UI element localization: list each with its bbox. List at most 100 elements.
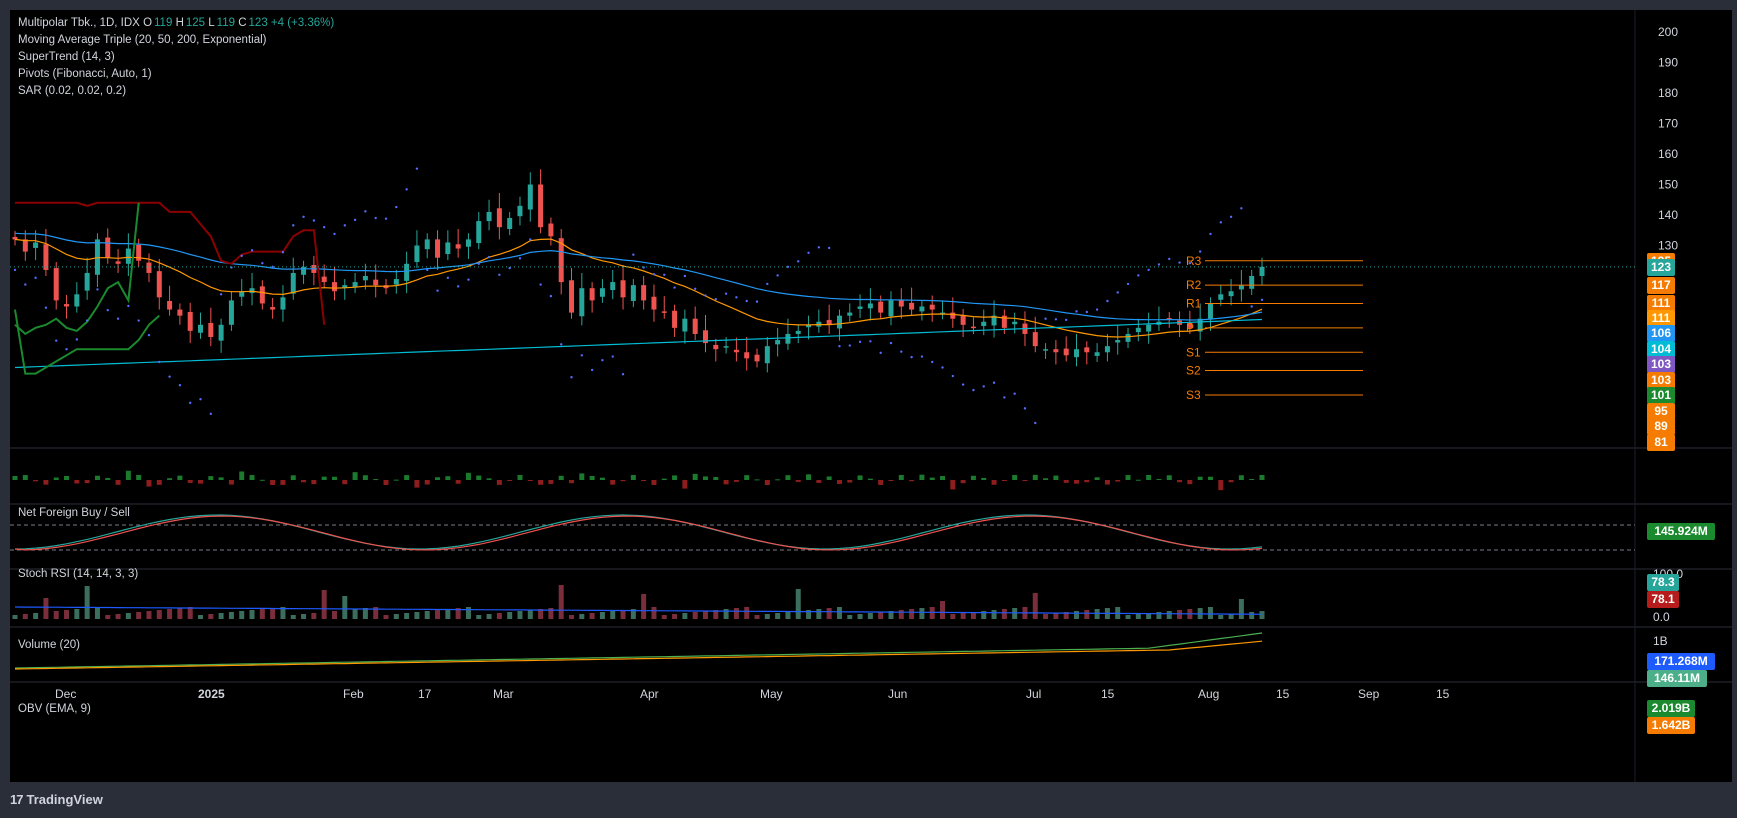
obv-line (14, 632, 1263, 669)
candle-body (290, 272, 296, 294)
foreign-bar (1197, 476, 1203, 480)
price-badge: 81 (1647, 433, 1675, 451)
foreign-bar (816, 480, 822, 483)
foreign-pane-title[interactable]: Net Foreign Buy / Sell (18, 507, 130, 519)
chart-frame: 200 190 180 170 160 150 140 130 Dec 2025 Feb 17 Mar A… (10, 10, 1732, 782)
sar-dot (735, 296, 738, 299)
price-chart[interactable]: 200 190 180 170 160 150 140 130 Dec 2025 Feb 17 Mar A… (10, 10, 1732, 782)
price-badge: 111 (1647, 295, 1675, 313)
candle-body (558, 238, 564, 283)
candle-body (115, 261, 121, 264)
volume-bar (33, 613, 39, 619)
candle-body (1135, 327, 1141, 333)
volume-pane-title[interactable]: Volume (20) (18, 639, 81, 651)
foreign-bar (496, 480, 502, 485)
sar-dot (24, 283, 27, 286)
foreign-bar (733, 480, 739, 482)
foreign-bar (661, 478, 667, 480)
pivot-label-P: P (1186, 321, 1194, 335)
foreign-bar (795, 480, 801, 482)
sar-dot (34, 276, 37, 280)
price-badge: 111 (1647, 310, 1675, 328)
foreign-bar (723, 480, 729, 485)
sar-dot (147, 333, 151, 337)
volume-bar (1177, 610, 1183, 619)
volume-bar (115, 614, 121, 619)
sar-dot (858, 340, 862, 344)
obv-ema-line (14, 640, 1263, 670)
sar-dot (972, 388, 975, 392)
volume-bar (1043, 614, 1049, 619)
candle-body (362, 276, 368, 281)
foreign-bar (806, 474, 812, 480)
candle-body (836, 315, 842, 329)
volume-bar (311, 613, 317, 619)
indicator-ema-triple[interactable]: Moving Average Triple (20, 50, 200, Expo… (18, 34, 267, 46)
sar-dot (1198, 250, 1202, 253)
price-badge: 123 (1647, 258, 1675, 276)
sar-dot (786, 265, 790, 269)
foreign-bar (579, 473, 585, 480)
volume-bar (383, 615, 389, 619)
sar-dot (13, 268, 17, 272)
foreign-bar (867, 478, 873, 480)
volume-bar (960, 613, 966, 619)
indicator-sar[interactable]: SAR (0.02, 0.02, 0.2) (18, 85, 127, 97)
volume-bar (105, 615, 111, 619)
sar-dot (1003, 396, 1006, 399)
candle-body (919, 306, 925, 312)
volume-bar (1238, 599, 1244, 619)
sar-dot (487, 255, 491, 259)
candle-body (445, 242, 451, 255)
candle-body (136, 244, 142, 261)
y-tick-label: 140 (1658, 208, 1678, 222)
candle-body (878, 301, 884, 313)
candle-body (465, 239, 471, 247)
sar-dot (673, 286, 676, 289)
candle-body (651, 296, 657, 310)
volume-bar (177, 608, 183, 619)
indicator-supertrend[interactable]: SuperTrend (14, 3) (18, 51, 115, 63)
volume-bar (723, 609, 729, 619)
volume-bar (836, 607, 842, 619)
sar-dot (96, 288, 99, 291)
volume-bar (991, 610, 997, 619)
foreign-bar (270, 480, 276, 485)
candle-body (507, 218, 513, 230)
foreign-bar (1032, 474, 1038, 480)
x-tick-label: Aug (1198, 687, 1219, 701)
sar-dot (426, 268, 429, 272)
candle-body (455, 244, 461, 249)
sar-dot (817, 246, 821, 249)
volume-bar (259, 609, 265, 619)
change-value: +4 (+3.36%) (270, 17, 335, 29)
volume-bar (641, 594, 647, 619)
volume-bar (847, 615, 853, 619)
volume-bar (878, 612, 884, 619)
candle-body (620, 280, 626, 298)
sar-dot (1044, 317, 1047, 320)
sar-dot (838, 344, 841, 348)
candle-body (280, 297, 286, 310)
x-tick-label: 15 (1101, 687, 1115, 701)
volume-bar (84, 586, 90, 619)
foreign-bar (847, 480, 853, 483)
volume-bar (713, 610, 719, 619)
sar-dot (302, 215, 305, 219)
volume-tick-1b: 1B (1653, 634, 1668, 648)
stoch-pane-title[interactable]: Stoch RSI (14, 14, 3, 3) (18, 568, 139, 580)
sar-dot (322, 226, 326, 229)
candle-body (424, 239, 430, 250)
supertrend-down-line-1 (15, 201, 326, 325)
obv-value-badge: 2.019B (1647, 700, 1695, 717)
sar-dot (1178, 261, 1181, 264)
volume-bar (465, 607, 471, 619)
candle-body (1187, 322, 1193, 328)
foreign-bar (548, 480, 554, 484)
indicator-pivots[interactable]: Pivots (Fibonacci, Auto, 1) (18, 68, 152, 80)
foreign-bar (64, 476, 70, 480)
footer-brand[interactable]: 17 TradingView (10, 792, 103, 807)
obv-pane-title[interactable]: OBV (EMA, 9) (18, 703, 91, 715)
foreign-bar (465, 472, 471, 480)
volume-bar (1166, 611, 1172, 619)
